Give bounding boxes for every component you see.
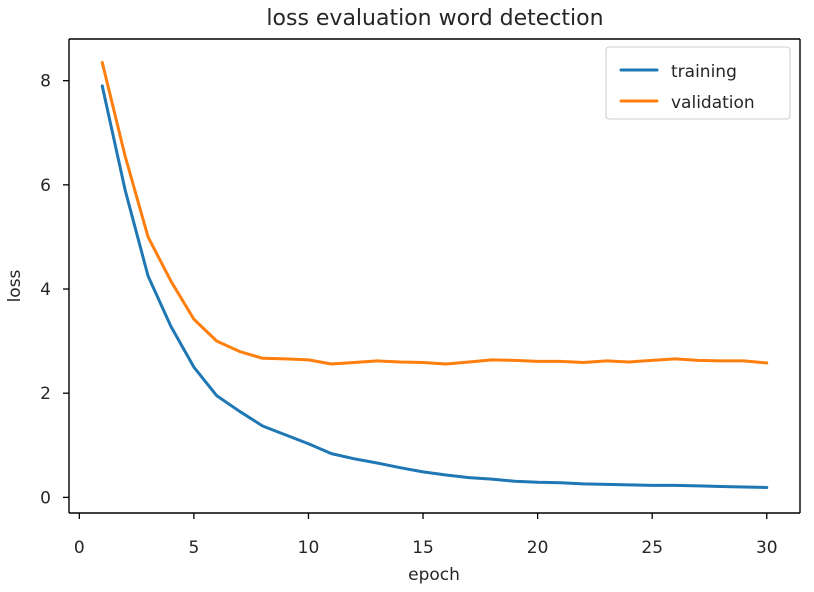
training-point-20 (536, 481, 539, 484)
validation-point-27 (696, 359, 699, 362)
training-point-3 (146, 274, 149, 277)
validation-point-25 (651, 359, 654, 362)
validation-point-18 (490, 358, 493, 361)
y-tick-label-0: 0 (40, 488, 51, 508)
training-point-17 (467, 476, 470, 479)
training-point-11 (330, 452, 333, 455)
validation-point-1 (101, 61, 104, 64)
x-tick-label-30: 30 (756, 538, 778, 558)
x-tick-label-15: 15 (412, 538, 434, 558)
validation-point-10 (307, 358, 310, 361)
validation-point-5 (192, 318, 195, 321)
series-line-training (100, 84, 769, 489)
training-point-29 (742, 485, 745, 488)
validation-point-24 (628, 360, 631, 363)
validation-point-16 (444, 362, 447, 365)
x-axis-label: epoch (408, 565, 460, 585)
training-point-28 (719, 485, 722, 488)
validation-point-2 (124, 155, 127, 158)
y-tick-label-2: 2 (40, 384, 51, 404)
training-point-19 (513, 480, 516, 483)
y-tick-label-8: 8 (40, 72, 51, 92)
legend-label-validation: validation (671, 93, 755, 113)
series-line-validation (100, 60, 769, 366)
tick-layer: 0 5 10 15 20 25 30 0 2 4 6 8 (40, 72, 777, 558)
validation-point-21 (559, 360, 562, 363)
x-tick-label-20: 20 (527, 538, 549, 558)
validation-point-30 (765, 361, 768, 364)
validation-point-26 (674, 357, 677, 360)
validation-point-3 (146, 235, 149, 238)
validation-point-20 (536, 360, 539, 363)
validation-point-17 (467, 360, 470, 363)
training-point-13 (376, 461, 379, 464)
training-point-12 (353, 457, 356, 460)
validation-point-22 (582, 361, 585, 364)
training-point-7 (238, 410, 241, 413)
y-tick-label-4: 4 (40, 280, 51, 300)
y-tick-label-6: 6 (40, 176, 51, 196)
chart-title: loss evaluation word detection (266, 6, 603, 31)
x-tick-label-10: 10 (298, 538, 320, 558)
training-point-1 (101, 84, 104, 87)
validation-point-9 (284, 357, 287, 360)
validation-point-28 (719, 359, 722, 362)
training-point-15 (421, 470, 424, 473)
training-point-26 (674, 484, 677, 487)
training-point-2 (124, 188, 127, 191)
training-point-18 (490, 478, 493, 481)
validation-point-4 (169, 280, 172, 283)
training-point-16 (444, 473, 447, 476)
training-point-27 (696, 484, 699, 487)
training-point-5 (192, 366, 195, 369)
validation-point-8 (261, 357, 264, 360)
training-point-9 (284, 433, 287, 436)
validation-point-23 (605, 359, 608, 362)
training-point-21 (559, 481, 562, 484)
validation-point-29 (742, 359, 745, 362)
training-point-25 (651, 484, 654, 487)
training-point-8 (261, 424, 264, 427)
x-tick-label-0: 0 (74, 538, 85, 558)
validation-point-14 (399, 360, 402, 363)
x-tick-label-25: 25 (641, 538, 663, 558)
axes-layer (68, 38, 801, 514)
validation-point-15 (421, 361, 424, 364)
validation-point-12 (353, 361, 356, 364)
training-point-14 (399, 466, 402, 469)
training-point-22 (582, 482, 585, 485)
legend-label-training: training (671, 62, 737, 82)
validation-point-13 (376, 359, 379, 362)
training-point-6 (215, 394, 218, 397)
training-point-23 (605, 483, 608, 486)
training-point-30 (765, 486, 768, 489)
validation-point-11 (330, 362, 333, 365)
x-tick-label-5: 5 (188, 538, 199, 558)
y-axis-label: loss (5, 269, 25, 302)
training-point-10 (307, 442, 310, 445)
training-point-24 (628, 483, 631, 486)
validation-point-7 (238, 350, 241, 353)
legend: training validation (605, 46, 791, 120)
validation-point-6 (215, 340, 218, 343)
validation-point-19 (513, 359, 516, 362)
training-point-4 (169, 325, 172, 328)
